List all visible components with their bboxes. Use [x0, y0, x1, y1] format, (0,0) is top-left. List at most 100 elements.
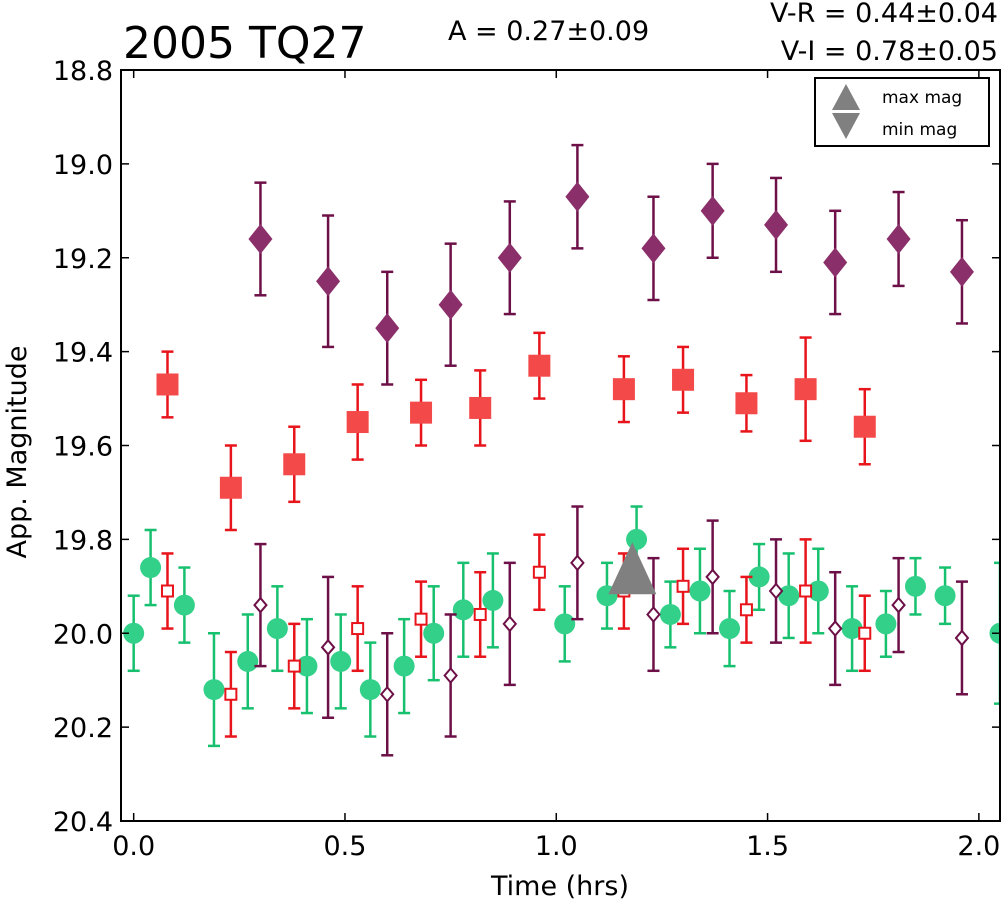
point-diamond-filled — [438, 289, 463, 320]
y-tick-label: 19.2 — [53, 244, 113, 275]
point-square-open — [739, 603, 753, 617]
y-tick-label: 19.0 — [53, 150, 113, 181]
point-square-filled — [528, 354, 551, 377]
series-triangle-up — [608, 542, 657, 595]
point-circle-filled — [296, 655, 318, 677]
point-square-filled — [794, 378, 817, 401]
color-index-vr: V-R = 0.44±0.04 — [770, 0, 998, 29]
point-square-filled — [469, 396, 492, 419]
x-tick-label: 2.0 — [957, 831, 1000, 862]
y-tick-label: 20.2 — [53, 713, 113, 744]
point-circle-filled — [330, 650, 352, 672]
point-circle-filled — [778, 585, 800, 607]
point-square-filled — [672, 368, 695, 391]
ticks-layer: 0.0 0.5 1.0 1.5 2.0 18.8 19.0 19.2 19.4 19.6 19.8 2… — [53, 56, 1000, 862]
chart-title: 2005 TQ27 — [123, 18, 366, 69]
point-circle-filled — [626, 528, 648, 550]
point-diamond-open — [705, 568, 720, 586]
point-circle-filled — [807, 580, 829, 602]
point-circle-filled — [359, 679, 381, 701]
point-circle-filled — [393, 655, 415, 677]
point-diamond-open — [379, 685, 395, 703]
point-diamond-filled — [764, 209, 789, 240]
point-square-open — [351, 622, 365, 636]
color-index-vi: V-I = 0.78±0.05 — [781, 36, 998, 67]
point-square-open — [414, 612, 428, 626]
legend-max-mag-label: max mag — [882, 88, 962, 108]
point-square-open — [532, 565, 546, 579]
y-tick-label: 20.4 — [53, 807, 113, 838]
point-square-open — [287, 659, 301, 673]
point-square-open — [224, 687, 238, 701]
point-circle-filled — [659, 603, 681, 625]
point-circle-filled — [203, 679, 225, 701]
point-diamond-filled — [316, 266, 341, 297]
point-diamond-filled — [565, 181, 590, 212]
data-layer — [123, 143, 1000, 757]
x-tick-label: 0.5 — [323, 831, 366, 862]
legend-min-mag-label: min mag — [882, 120, 957, 140]
series-square-open — [160, 533, 872, 738]
max-mag-marker — [608, 542, 657, 595]
y-tick-label: 18.8 — [53, 56, 113, 87]
y-axis-title: App. Magnitude — [2, 346, 33, 559]
point-square-filled — [156, 373, 179, 396]
point-circle-filled — [689, 580, 711, 602]
point-diamond-open — [320, 638, 336, 656]
point-square-filled — [219, 476, 242, 499]
series-diamond-open — [253, 505, 970, 757]
point-circle-filled — [554, 613, 576, 635]
point-diamond-open — [891, 596, 906, 614]
point-circle-filled — [123, 622, 145, 644]
point-diamond-filled — [949, 256, 974, 287]
point-square-filled — [612, 378, 635, 401]
series-diamond-filled — [248, 143, 974, 386]
series-square-filled — [156, 331, 876, 532]
point-square-filled — [853, 415, 876, 438]
point-circle-filled — [719, 618, 741, 640]
y-tick-label: 19.4 — [53, 338, 113, 369]
x-tick-label: 1.5 — [746, 831, 789, 862]
point-circle-filled — [266, 618, 288, 640]
point-diamond-open — [827, 620, 843, 638]
x-tick-label: 1.0 — [535, 831, 578, 862]
point-square-open — [676, 579, 690, 593]
point-square-open — [858, 626, 872, 640]
point-diamond-filled — [497, 242, 522, 273]
point-diamond-open — [646, 605, 661, 624]
point-diamond-filled — [248, 223, 273, 254]
point-square-open — [473, 607, 487, 621]
point-circle-filled — [482, 589, 504, 611]
point-circle-filled — [841, 618, 863, 640]
point-square-filled — [735, 392, 758, 415]
legend-min-mag-icon — [832, 113, 860, 139]
point-square-open — [799, 584, 813, 598]
series-circle-filled — [123, 505, 1000, 748]
point-diamond-open — [570, 554, 585, 572]
x-tick-label: 0.0 — [112, 831, 155, 862]
point-diamond-filled — [823, 247, 848, 278]
legend-max-mag-icon — [832, 84, 860, 110]
y-tick-label: 19.6 — [53, 432, 113, 463]
y-tick-label: 20.0 — [53, 619, 113, 650]
point-circle-filled — [423, 622, 445, 644]
point-circle-filled — [904, 575, 926, 597]
amplitude-label: A = 0.27±0.09 — [448, 16, 649, 47]
point-diamond-filled — [886, 223, 911, 254]
point-square-filled — [283, 453, 306, 476]
legend: max mag min mag — [814, 77, 990, 147]
point-diamond-filled — [641, 233, 666, 264]
point-circle-filled — [237, 650, 259, 672]
point-diamond-open — [768, 582, 784, 600]
point-circle-filled — [748, 566, 770, 588]
point-diamond-filled — [375, 313, 400, 344]
point-circle-filled — [173, 594, 195, 616]
point-diamond-open — [954, 629, 970, 647]
point-diamond-filled — [700, 195, 725, 226]
point-square-filled — [410, 401, 433, 424]
y-tick-label: 19.8 — [53, 525, 113, 556]
point-circle-filled — [452, 599, 474, 621]
point-circle-filled — [875, 613, 897, 635]
